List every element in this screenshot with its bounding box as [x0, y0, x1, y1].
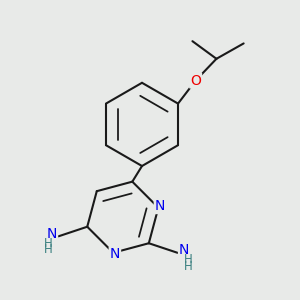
Text: N: N — [110, 248, 120, 261]
Text: N: N — [178, 243, 189, 257]
Text: H: H — [183, 254, 192, 266]
Text: H: H — [44, 237, 53, 250]
Text: N: N — [155, 199, 165, 213]
Text: H: H — [183, 260, 192, 273]
Text: N: N — [47, 227, 58, 241]
Text: H: H — [44, 243, 53, 256]
Text: O: O — [190, 74, 201, 88]
